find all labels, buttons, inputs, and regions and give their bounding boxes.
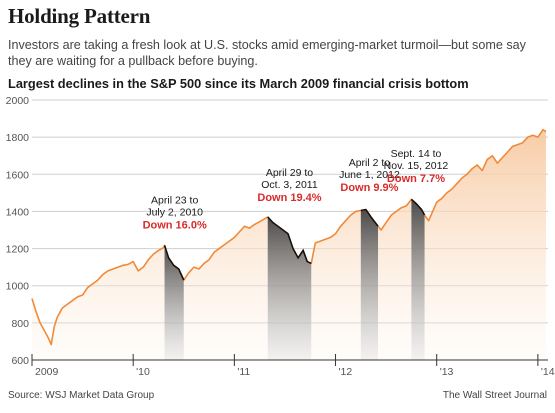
decline-dates-line1: April 29 to (266, 167, 313, 179)
decline-band (164, 245, 184, 360)
decline-segment (410, 198, 426, 216)
x-tick-label: '14 (541, 366, 555, 378)
chart-heading: Largest declines in the S&P 500 since it… (8, 76, 469, 91)
chart-subtitle: Investors are taking a fresh look at U.S… (8, 38, 526, 68)
x-tick-label: 2009 (35, 366, 59, 378)
decline-band (267, 217, 312, 360)
decline-band (360, 209, 379, 360)
decline-segment (267, 216, 312, 265)
y-tick-label: 1000 (6, 281, 30, 293)
line-layer (31, 128, 547, 346)
x-tick-label: '11 (237, 366, 250, 378)
y-tick-label: 1400 (6, 206, 30, 218)
decline-dates-line1: April 23 to (151, 194, 198, 206)
y-tick-label: 1200 (6, 244, 30, 256)
decline-dates-line2: June 1, 2012 (339, 169, 400, 181)
x-tick-label: '12 (339, 366, 353, 378)
y-tick-label: 600 (11, 355, 29, 367)
decline-band (411, 199, 425, 360)
decline-segment (163, 245, 185, 281)
decline-percent-label: Down 16.0% (143, 219, 207, 231)
axis-layer: 600 800 1000 1200 1400 1600 1800 2000 2009 '10 '11… (6, 95, 555, 378)
decline-bands (164, 199, 425, 360)
decline-segment (360, 208, 379, 227)
x-tick-label: '13 (440, 366, 454, 378)
sp500-chart: 600 800 1000 1200 1400 1600 1800 2000 2009 '10 '11… (6, 95, 555, 378)
decline-percent-label: Down 19.4% (257, 192, 321, 204)
credit-note: The Wall Street Journal (442, 390, 547, 401)
decline-dates-line2: Nov. 15, 2012 (384, 160, 449, 172)
y-tick-label: 1600 (6, 169, 30, 181)
decline-dates-line2: July 2, 2010 (146, 206, 203, 218)
y-tick-label: 1800 (6, 132, 30, 144)
decline-percent-label: Down 7.7% (387, 173, 445, 185)
decline-percent-label: Down 9.9% (340, 182, 398, 194)
decline-dates-line1: April 2 to (349, 157, 391, 169)
x-tick-label: '10 (136, 366, 150, 378)
decline-dates-line2: Oct. 3, 2011 (261, 179, 318, 191)
decline-dates-line1: Sept. 14 to (391, 148, 442, 160)
source-note: Source: WSJ Market Data Group (8, 390, 155, 401)
y-tick-label: 2000 (6, 95, 30, 107)
y-tick-label: 800 (11, 318, 29, 330)
chart-title: Holding Pattern (8, 4, 151, 28)
